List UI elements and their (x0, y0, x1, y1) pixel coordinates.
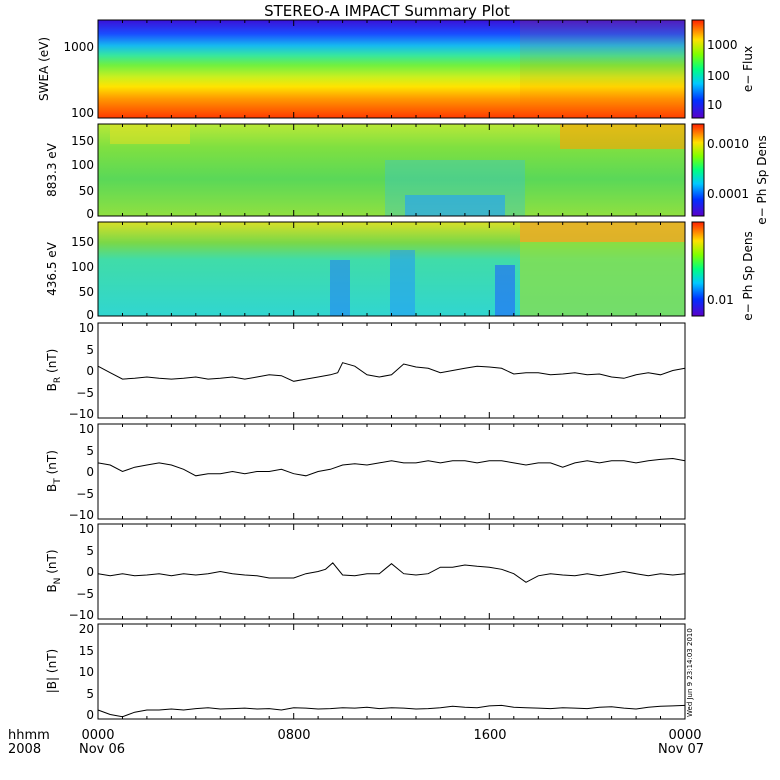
ytick-883-0: 0 (86, 207, 94, 221)
ytick-436-100: 100 (71, 260, 94, 274)
xtick-label-0: 0000 (81, 728, 114, 743)
xaxis-hhmm-label: hhmm (8, 728, 50, 743)
colorbar-swea (691, 19, 705, 119)
series-br (97, 362, 686, 382)
ytick-883-100: 100 (71, 158, 94, 172)
ytick-bt-m10: −10 (69, 508, 94, 522)
ylabel-bn: BN (nT) (45, 549, 63, 592)
series-bt (97, 457, 686, 477)
ytick-bt-5: 5 (86, 444, 94, 458)
spectrogram-883 (97, 123, 686, 217)
ytick-br-m5: −5 (76, 386, 94, 400)
ytick-883-150: 150 (71, 134, 94, 148)
series-bmag (97, 704, 686, 718)
ytick-436-150: 150 (71, 235, 94, 249)
ytick-bn-0: 0 (86, 565, 94, 579)
ytick-bmag-15: 15 (79, 644, 94, 658)
cb-436-tick-001: 0.01 (707, 293, 734, 307)
ytick-436-50: 50 (79, 285, 94, 299)
ytick-bt-10: 10 (79, 422, 94, 436)
ylabel-883: 883.3 eV (45, 142, 59, 197)
ytick-bn-m5: −5 (76, 587, 94, 601)
ytick-br-m10: −10 (69, 407, 94, 421)
ylabel-br: BR (nT) (45, 349, 63, 392)
panel-br-frame (97, 322, 686, 419)
ytick-swea-1000: 1000 (63, 40, 94, 54)
cb-swea-tick-10: 10 (707, 98, 722, 112)
cb-swea-label: e− Flux (741, 46, 755, 92)
ytick-bmag-0: 0 (86, 708, 94, 722)
cb-swea-tick-100: 100 (707, 69, 730, 83)
cb-436-label: e− Ph Sp Dens (741, 231, 755, 320)
ylabel-bt: BT (nT) (45, 450, 63, 492)
ytick-bmag-5: 5 (86, 687, 94, 701)
ytick-bmag-10: 10 (79, 665, 94, 679)
xaxis-year-label: 2008 (8, 742, 41, 757)
ytick-bn-m10: −10 (69, 608, 94, 622)
timestamp: Wed Jun 9 23:14:03 2010 (686, 628, 694, 717)
panel-bmag-frame (97, 623, 686, 720)
ytick-bn-10: 10 (79, 522, 94, 536)
ytick-br-5: 5 (86, 343, 94, 357)
panel-bn-frame (97, 523, 686, 620)
ytick-bn-5: 5 (86, 544, 94, 558)
ylabel-bmag: |B| (nT) (45, 649, 59, 693)
ytick-bt-0: 0 (86, 465, 94, 479)
spectrogram-swea (97, 19, 686, 119)
xtick-label-3: 0000 (668, 728, 701, 743)
plot-title: STEREO-A IMPACT Summary Plot (264, 2, 510, 20)
series-bn (97, 562, 686, 583)
ytick-883-50: 50 (79, 184, 94, 198)
ytick-bt-m5: −5 (76, 487, 94, 501)
cb-883-tick-0001: 0.0001 (707, 187, 749, 201)
xtick-date-3: Nov 07 (658, 742, 704, 757)
ylabel-436: 436.5 eV (45, 241, 59, 296)
ytick-br-10: 10 (79, 321, 94, 335)
colorbar-883 (691, 123, 705, 217)
xtick-label-2: 1600 (473, 728, 506, 743)
xtick-label-1: 0800 (277, 728, 310, 743)
cb-883-label: e− Ph Sp Dens (755, 135, 769, 224)
ytick-bmag-20: 20 (79, 622, 94, 636)
ytick-br-0: 0 (86, 364, 94, 378)
xtick-date-0: Nov 06 (79, 742, 125, 757)
ytick-436-0: 0 (86, 308, 94, 322)
cb-swea-tick-1000: 1000 (707, 38, 738, 52)
panel-bt-frame (97, 423, 686, 520)
spectrogram-436 (97, 221, 686, 317)
ylabel-swea: SWEA (eV) (37, 37, 51, 101)
colorbar-436 (691, 221, 705, 317)
cb-883-tick-0010: 0.0010 (707, 137, 749, 151)
ytick-swea-100: 100 (71, 106, 94, 120)
